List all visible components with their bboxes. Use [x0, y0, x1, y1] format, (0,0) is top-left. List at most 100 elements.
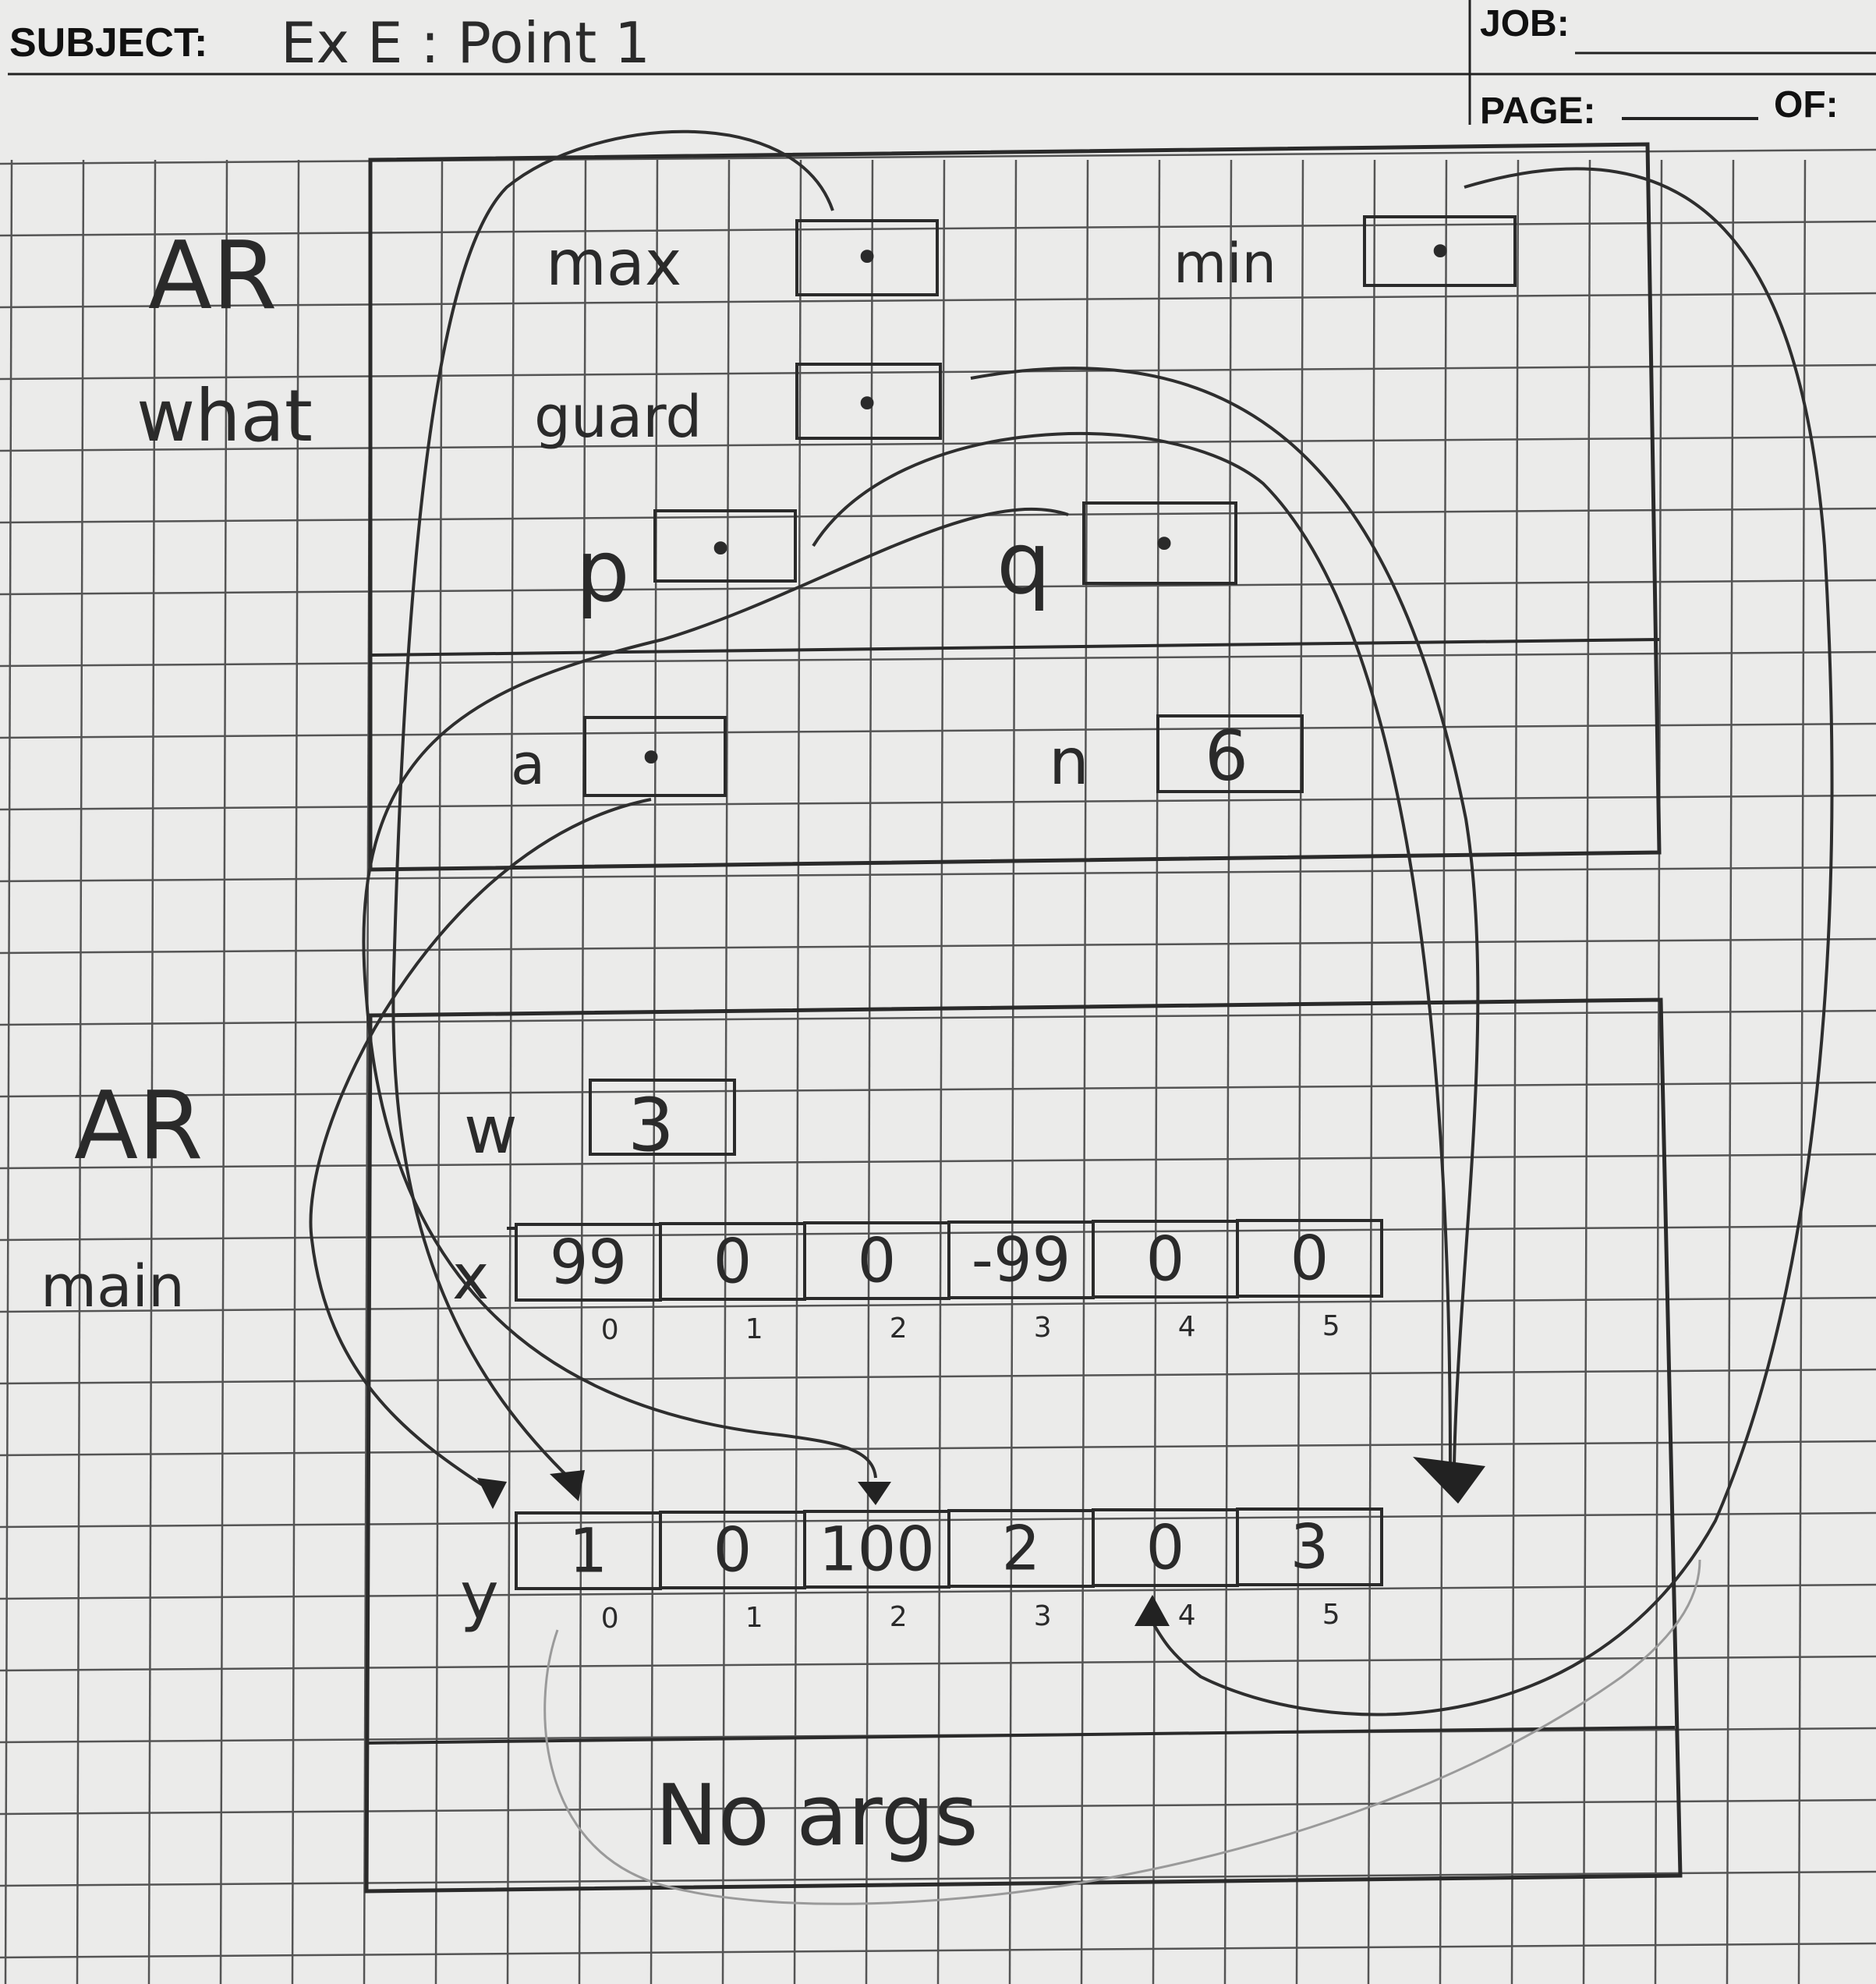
grid-line-vertical — [1152, 159, 1161, 1984]
grid-line-horizontal — [0, 579, 1876, 596]
arrowhead-guard-q — [1413, 1457, 1485, 1504]
grid-line-horizontal — [0, 1296, 1876, 1313]
grid-line-vertical — [1726, 159, 1735, 1984]
arrow-max-to-y0 — [391, 129, 834, 1483]
args-note: No args — [655, 1767, 979, 1865]
grid-line-vertical — [578, 159, 587, 1984]
arrowhead-p — [858, 1482, 891, 1505]
grid-line-horizontal — [0, 866, 1876, 883]
param-n-box — [1156, 714, 1304, 793]
array-x-value-5: 0 — [1290, 1224, 1329, 1295]
array-y-index-1: 1 — [745, 1602, 763, 1634]
pointer-arrows — [309, 129, 1834, 1905]
grid-line-horizontal — [0, 794, 1876, 811]
grid-line-horizontal — [0, 435, 1876, 452]
array-x-cell-5 — [1236, 1219, 1383, 1298]
param-a-value: • — [638, 732, 664, 785]
grid-line-horizontal — [0, 1440, 1876, 1457]
array-y-value-5: 3 — [1290, 1513, 1329, 1583]
array-x-value-2: 0 — [858, 1227, 897, 1297]
frame-what-subtitle: what — [136, 374, 313, 458]
var-q-value: • — [1151, 518, 1177, 571]
array-y-index-3: 3 — [1034, 1600, 1052, 1632]
array-x-value-0: 99 — [550, 1228, 627, 1298]
grid-line-horizontal — [0, 937, 1876, 955]
faint-erased-arrow — [543, 1559, 1701, 1905]
grid-line-vertical — [650, 159, 659, 1984]
arrowhead-max — [550, 1470, 585, 1501]
array-y-index-0: 0 — [601, 1603, 619, 1635]
grid-line-horizontal — [0, 292, 1876, 309]
grid-line-vertical — [865, 159, 874, 1984]
array-x-index-4: 4 — [1178, 1311, 1196, 1343]
grid-line-vertical — [1008, 159, 1018, 1984]
grid-line-vertical — [1080, 159, 1089, 1984]
array-x-index-2: 2 — [890, 1313, 908, 1345]
array-x-index-1: 1 — [745, 1313, 763, 1345]
array-x-value-4: 0 — [1146, 1225, 1185, 1295]
array-y-value-3: 2 — [1002, 1515, 1041, 1585]
var-p-value: • — [707, 523, 734, 576]
job-label: JOB: — [1480, 3, 1570, 44]
var-w-name: w — [464, 1092, 518, 1168]
array-y-value-4: 0 — [1146, 1514, 1185, 1584]
array-y-index-4: 4 — [1178, 1600, 1196, 1631]
arrow-min-to-y4 — [1151, 167, 1834, 1717]
var-min-value: • — [1427, 225, 1453, 278]
grid-line-vertical — [76, 159, 85, 1984]
frame-main-subtitle: main — [41, 1253, 185, 1320]
array-x: 99 0 0 1 0 2 -99 3 0 4 0 5 — [515, 1219, 1383, 1346]
grid-line-vertical — [1654, 159, 1663, 1984]
frame-main-border — [364, 997, 1683, 1894]
grid-line-horizontal — [0, 1368, 1876, 1385]
array-y-value-0: 1 — [569, 1517, 608, 1587]
arrow-q-to-y6 — [812, 431, 1452, 1467]
var-min-name: min — [1173, 232, 1276, 296]
grid-line-vertical — [721, 159, 731, 1984]
array-x-index-0: 0 — [601, 1314, 619, 1346]
grid-line-vertical — [1295, 159, 1304, 1984]
subject-value: Ex E : Point 1 — [281, 10, 650, 76]
grid-line-horizontal — [0, 1942, 1876, 1959]
grid-line-horizontal — [0, 1655, 1876, 1672]
grid-line-vertical — [291, 159, 300, 1984]
arrow-guard-to-y6 — [970, 367, 1480, 1467]
array-y-value-1: 0 — [713, 1516, 752, 1586]
var-max-value: • — [854, 231, 880, 284]
grid-line-vertical — [1510, 159, 1520, 1984]
array-y-value-2: 100 — [819, 1515, 935, 1585]
grid-line-horizontal — [0, 722, 1876, 739]
var-guard-box — [795, 363, 942, 440]
grid-line-horizontal — [0, 1153, 1876, 1170]
array-x-value-3: -99 — [972, 1226, 1071, 1296]
grid-line-horizontal — [0, 650, 1876, 668]
var-guard-value: • — [854, 377, 880, 430]
var-min-box — [1363, 215, 1517, 287]
array-y-index-2: 2 — [890, 1601, 908, 1633]
grid-line-vertical — [4, 159, 13, 1984]
var-w-value: 3 — [628, 1083, 674, 1168]
frame-what-title: AR — [148, 222, 277, 331]
var-w-box — [589, 1079, 736, 1156]
subject-label: SUBJECT: — [9, 20, 207, 66]
grid-line-vertical — [506, 159, 515, 1984]
array-y-cell-5 — [1236, 1507, 1383, 1586]
frame-main-title: AR — [74, 1072, 203, 1181]
grid-line-vertical — [219, 159, 228, 1984]
grid-line-horizontal — [0, 363, 1876, 381]
param-n-value: 6 — [1205, 716, 1248, 796]
var-q-name: q — [996, 513, 1051, 613]
grid-line-vertical — [434, 159, 444, 1984]
header: SUBJECT: Ex E : Point 1 JOB: PAGE: OF: — [8, 0, 1876, 132]
grid-line-horizontal — [0, 1798, 1876, 1816]
param-n-name: n — [1049, 725, 1089, 799]
grid-line-horizontal — [0, 148, 1876, 165]
var-p-box — [653, 509, 797, 583]
arrow-a-to-y0 — [309, 798, 652, 1487]
grid-line-vertical — [1582, 159, 1591, 1984]
grid-line-vertical — [1367, 159, 1376, 1984]
